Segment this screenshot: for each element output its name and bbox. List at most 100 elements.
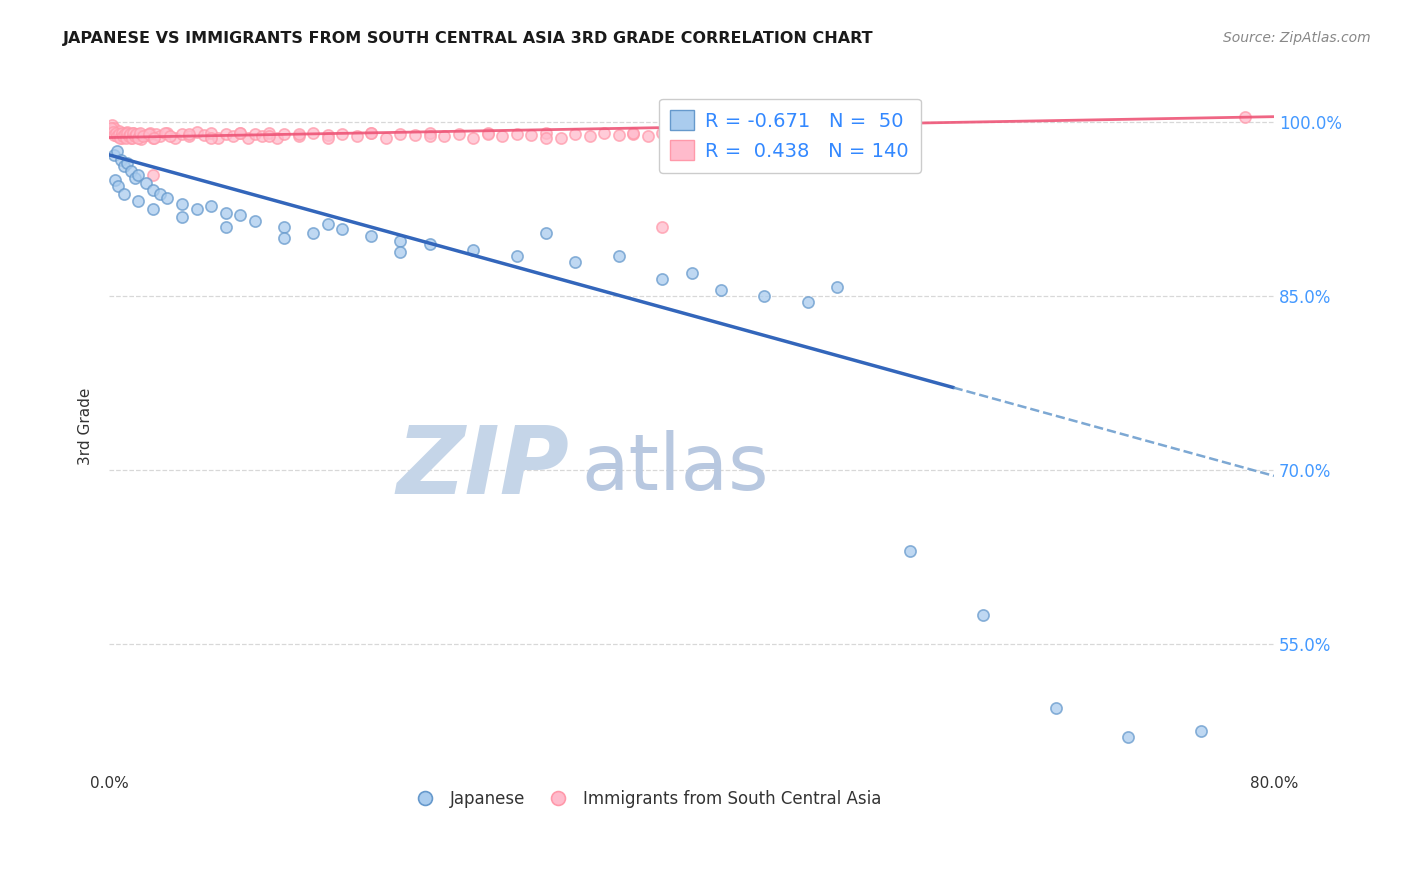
Point [250, 129, 273, 144]
Point [215, 219, 238, 234]
Point [710, 284, 733, 298]
Point [104, 173, 127, 187]
Point [578, 129, 600, 144]
Text: ZIP: ZIP [396, 422, 569, 514]
Point [200, 126, 222, 140]
Point [287, 127, 309, 141]
Point [418, 129, 440, 144]
Point [149, 129, 172, 144]
Point [112, 160, 135, 174]
Point [112, 187, 135, 202]
Point [149, 187, 172, 202]
Text: Source: ZipAtlas.com: Source: ZipAtlas.com [1223, 31, 1371, 45]
Point [105, 145, 128, 159]
Point [607, 128, 630, 143]
Point [651, 126, 673, 140]
Point [389, 245, 412, 260]
Point [179, 127, 201, 141]
Point [108, 130, 131, 145]
Text: JAPANESE VS IMMIGRANTS FROM SOUTH CENTRAL ASIA 3RD GRADE CORRELATION CHART: JAPANESE VS IMMIGRANTS FROM SOUTH CENTRA… [63, 31, 875, 46]
Point [110, 126, 132, 140]
Point [768, 126, 790, 140]
Point [120, 130, 142, 145]
Point [681, 127, 703, 141]
Point [142, 168, 165, 182]
Point [125, 127, 148, 141]
Point [637, 129, 659, 144]
Point [138, 127, 160, 141]
Point [724, 129, 747, 144]
Point [360, 126, 382, 140]
Point [103, 148, 125, 162]
Point [754, 130, 776, 145]
Point [107, 127, 129, 141]
Point [142, 202, 165, 217]
Text: atlas: atlas [581, 430, 769, 506]
Point [103, 121, 125, 136]
Point [115, 156, 138, 170]
Point [105, 127, 128, 141]
Point [447, 127, 470, 141]
Point [651, 219, 673, 234]
Point [200, 130, 222, 145]
Point [360, 126, 382, 140]
Point [101, 125, 124, 139]
Point [1233, 110, 1256, 124]
Point [114, 127, 136, 141]
Point [273, 231, 295, 245]
Point [121, 126, 143, 140]
Point [534, 130, 557, 145]
Point [710, 129, 733, 144]
Point [143, 130, 166, 145]
Point [972, 607, 994, 622]
Point [111, 130, 134, 145]
Point [681, 266, 703, 280]
Point [243, 214, 266, 228]
Point [135, 128, 157, 143]
Point [115, 130, 138, 145]
Point [117, 126, 139, 140]
Point [534, 126, 557, 140]
Point [1118, 730, 1140, 744]
Point [163, 130, 186, 145]
Point [825, 280, 848, 294]
Point [170, 127, 193, 141]
Point [404, 128, 426, 143]
Point [120, 127, 142, 141]
Point [782, 129, 804, 144]
Point [797, 127, 820, 141]
Point [132, 129, 155, 144]
Point [104, 125, 127, 139]
Point [811, 128, 834, 143]
Point [229, 126, 252, 140]
Point [564, 254, 586, 268]
Y-axis label: 3rd Grade: 3rd Grade [79, 388, 93, 466]
Point [243, 127, 266, 141]
Point [607, 249, 630, 263]
Point [156, 191, 179, 205]
Point [389, 127, 412, 141]
Point [463, 243, 485, 257]
Point [145, 127, 167, 141]
Point [418, 126, 440, 140]
Point [142, 130, 165, 145]
Point [170, 196, 193, 211]
Point [236, 130, 259, 145]
Point [222, 129, 245, 144]
Point [115, 125, 138, 139]
Point [621, 127, 644, 141]
Point [124, 129, 146, 144]
Point [186, 202, 208, 217]
Point [200, 199, 222, 213]
Point [259, 126, 281, 140]
Point [316, 130, 339, 145]
Point [103, 128, 125, 143]
Point [153, 126, 176, 140]
Point [107, 129, 129, 144]
Point [302, 126, 325, 140]
Point [346, 129, 368, 144]
Point [156, 126, 179, 140]
Point [550, 130, 572, 145]
Point [112, 129, 135, 144]
Point [186, 125, 208, 139]
